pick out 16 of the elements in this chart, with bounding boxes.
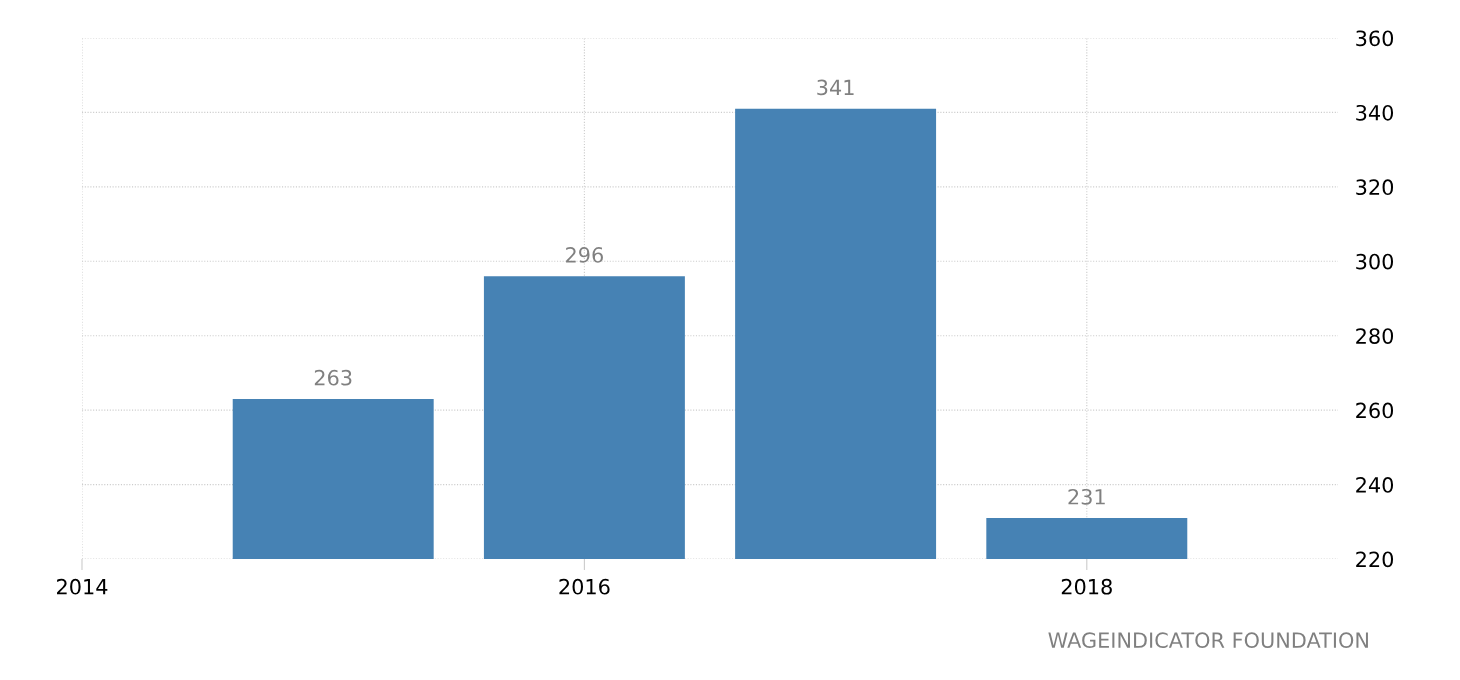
y-tick-label: 360 [1356,30,1394,47]
data-label: 341 [817,79,854,96]
data-label: 231 [1068,488,1105,505]
y-tick-label: 280 [1356,328,1394,344]
y-tick-label: 340 [1356,104,1394,121]
y-tick-label: 260 [1356,402,1394,419]
y-tick-label: 220 [1356,551,1394,568]
data-label: 263 [314,369,352,386]
y-tick-label: 320 [1356,179,1394,196]
data-label: 296 [566,247,603,263]
y-tick-label: 240 [1356,477,1394,493]
text: WAGEINDICATOR FOUNDATION [1048,632,1368,649]
x-tick-label: 2014 [57,578,108,595]
x-tick-label: 2018 [1061,578,1112,595]
x-tick-label: 2016 [559,578,610,595]
y-tick-label: 300 [1356,253,1394,270]
